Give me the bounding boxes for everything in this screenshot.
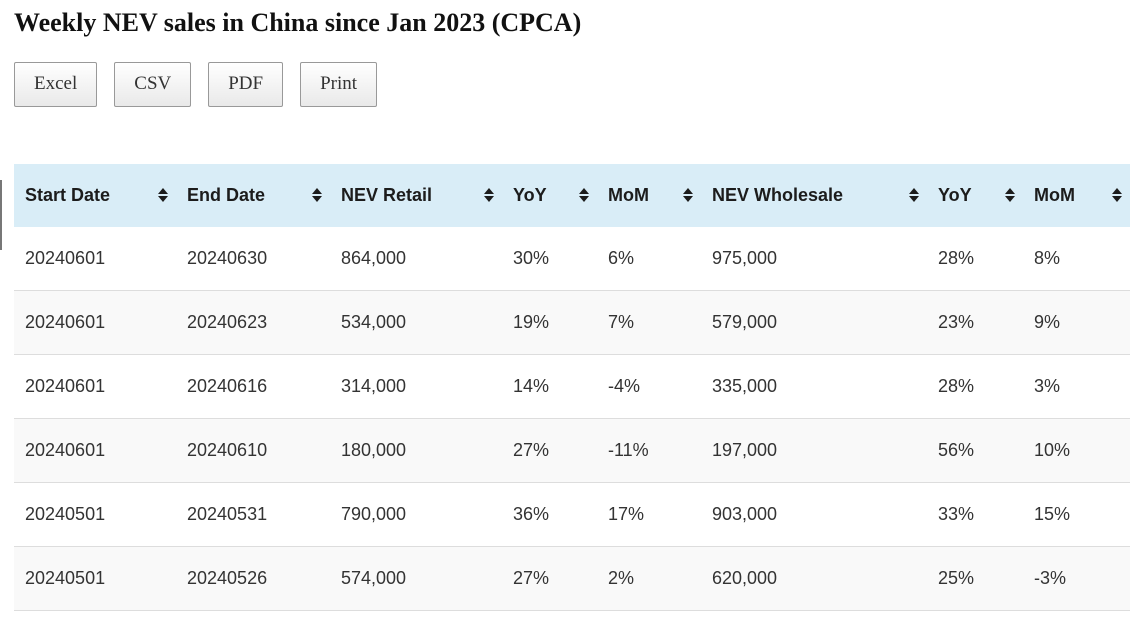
cell-yoy-wholesale: 33% <box>927 482 1023 547</box>
cell-mom-retail: -4% <box>597 354 701 419</box>
cell-nev-retail: 864,000 <box>330 226 502 291</box>
table-header: Start Date End Date NEV Retail YoY MoM N… <box>14 163 1130 227</box>
cell-mom-wholesale: 10% <box>1023 418 1130 483</box>
cell-start-date: 20240501 <box>14 546 176 611</box>
table-row: 20240601 20240623 534,000 19% 7% 579,000… <box>14 290 1130 355</box>
nev-sales-table: Start Date End Date NEV Retail YoY MoM N… <box>14 163 1130 612</box>
csv-button[interactable]: CSV <box>114 62 192 107</box>
table-row: 20240601 20240610 180,000 27% -11% 197,0… <box>14 418 1130 483</box>
cell-yoy-wholesale: 56% <box>927 418 1023 483</box>
col-header-label: MoM <box>608 184 649 205</box>
table-row: 20240501 20240526 574,000 27% 2% 620,000… <box>14 546 1130 611</box>
header-row: Start Date End Date NEV Retail YoY MoM N… <box>14 163 1130 227</box>
cell-yoy-retail: 14% <box>502 354 597 419</box>
cell-mom-wholesale: 9% <box>1023 290 1130 355</box>
table-row: 20240501 20240531 790,000 36% 17% 903,00… <box>14 482 1130 547</box>
sort-icon <box>1005 188 1015 203</box>
cell-mom-wholesale: 15% <box>1023 482 1130 547</box>
cell-end-date: 20240531 <box>176 482 330 547</box>
left-edge-line <box>0 180 2 250</box>
cell-start-date: 20240601 <box>14 354 176 419</box>
cell-yoy-retail: 27% <box>502 546 597 611</box>
cell-nev-retail: 534,000 <box>330 290 502 355</box>
col-header-label: NEV Wholesale <box>712 184 844 205</box>
cell-end-date: 20240526 <box>176 546 330 611</box>
cell-yoy-retail: 27% <box>502 418 597 483</box>
col-header-label: End Date <box>187 184 266 205</box>
cell-nev-wholesale: 579,000 <box>701 290 927 355</box>
col-header-end-date[interactable]: End Date <box>176 163 330 227</box>
cell-nev-retail: 574,000 <box>330 546 502 611</box>
col-header-mom-wholesale[interactable]: MoM <box>1023 163 1130 227</box>
cell-mom-retail: 7% <box>597 290 701 355</box>
cell-end-date: 20240630 <box>176 226 330 291</box>
cell-yoy-wholesale: 28% <box>927 226 1023 291</box>
cell-end-date: 20240610 <box>176 418 330 483</box>
col-header-label: Start Date <box>25 184 111 205</box>
cell-start-date: 20240501 <box>14 482 176 547</box>
sort-icon <box>683 188 693 203</box>
cell-mom-retail: 2% <box>597 546 701 611</box>
cell-yoy-retail: 19% <box>502 290 597 355</box>
sort-icon <box>579 188 589 203</box>
col-header-label: YoY <box>938 184 972 205</box>
cell-mom-retail: -11% <box>597 418 701 483</box>
sort-icon <box>909 188 919 203</box>
col-header-label: MoM <box>1034 184 1075 205</box>
cell-nev-wholesale: 335,000 <box>701 354 927 419</box>
cell-mom-wholesale: -3% <box>1023 546 1130 611</box>
sort-icon <box>484 188 494 203</box>
col-header-nev-wholesale[interactable]: NEV Wholesale <box>701 163 927 227</box>
cell-nev-retail: 790,000 <box>330 482 502 547</box>
col-header-nev-retail[interactable]: NEV Retail <box>330 163 502 227</box>
cell-yoy-wholesale: 25% <box>927 546 1023 611</box>
cell-mom-retail: 6% <box>597 226 701 291</box>
cell-nev-wholesale: 197,000 <box>701 418 927 483</box>
excel-button[interactable]: Excel <box>14 62 98 107</box>
cell-start-date: 20240601 <box>14 290 176 355</box>
cell-nev-wholesale: 903,000 <box>701 482 927 547</box>
col-header-yoy-retail[interactable]: YoY <box>502 163 597 227</box>
cell-end-date: 20240623 <box>176 290 330 355</box>
col-header-start-date[interactable]: Start Date <box>14 163 176 227</box>
cell-yoy-retail: 36% <box>502 482 597 547</box>
cell-start-date: 20240601 <box>14 226 176 291</box>
cell-nev-retail: 314,000 <box>330 354 502 419</box>
sort-icon <box>312 188 322 203</box>
export-toolbar: Excel CSV PDF Print <box>14 62 1135 107</box>
cell-nev-wholesale: 620,000 <box>701 546 927 611</box>
cell-mom-retail: 17% <box>597 482 701 547</box>
cell-mom-wholesale: 8% <box>1023 226 1130 291</box>
table-row: 20240601 20240630 864,000 30% 6% 975,000… <box>14 226 1130 291</box>
cell-yoy-wholesale: 28% <box>927 354 1023 419</box>
table-row: 20240601 20240616 314,000 14% -4% 335,00… <box>14 354 1130 419</box>
cell-end-date: 20240616 <box>176 354 330 419</box>
col-header-mom-retail[interactable]: MoM <box>597 163 701 227</box>
cell-yoy-retail: 30% <box>502 226 597 291</box>
table-body: 20240601 20240630 864,000 30% 6% 975,000… <box>14 226 1130 611</box>
cell-yoy-wholesale: 23% <box>927 290 1023 355</box>
cell-mom-wholesale: 3% <box>1023 354 1130 419</box>
cell-nev-wholesale: 975,000 <box>701 226 927 291</box>
print-button[interactable]: Print <box>300 62 378 107</box>
sort-icon <box>158 188 168 203</box>
sort-icon <box>1112 188 1122 203</box>
page-title: Weekly NEV sales in China since Jan 2023… <box>14 8 582 37</box>
cell-nev-retail: 180,000 <box>330 418 502 483</box>
cell-start-date: 20240601 <box>14 418 176 483</box>
col-header-label: YoY <box>513 184 547 205</box>
pdf-button[interactable]: PDF <box>208 62 284 107</box>
col-header-label: NEV Retail <box>341 184 433 205</box>
col-header-yoy-wholesale[interactable]: YoY <box>927 163 1023 227</box>
